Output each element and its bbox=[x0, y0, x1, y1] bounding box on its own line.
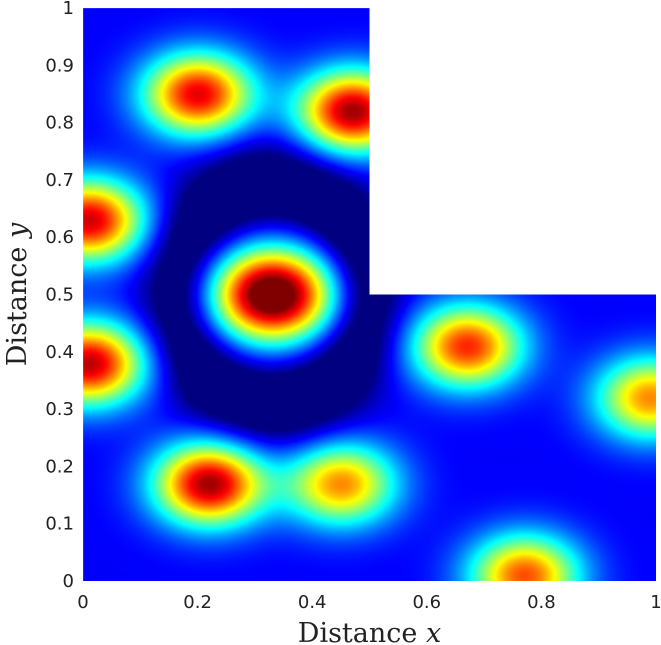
x-axis-ticks: 0 0.2 0.4 0.6 0.8 1 bbox=[77, 592, 661, 613]
y-axis-ticks: 0 0.1 0.2 0.3 0.4 0.5 0.6 0.7 0.8 0.9 1 bbox=[45, 0, 74, 592]
y-tick-label: 0.8 bbox=[45, 113, 74, 134]
y-tick-label: 0.5 bbox=[45, 285, 74, 306]
y-tick-label: 0.4 bbox=[45, 342, 74, 363]
y-tick-label: 0.2 bbox=[45, 456, 74, 477]
x-tick-label: 0.4 bbox=[298, 592, 327, 613]
x-tick-label: 0 bbox=[77, 592, 88, 613]
x-tick-label: 0.6 bbox=[412, 592, 441, 613]
x-tick-label: 0.2 bbox=[183, 592, 212, 613]
y-tick-label: 0.3 bbox=[45, 399, 74, 420]
y-tick-label: 0.1 bbox=[45, 514, 74, 535]
y-axis-label: Distance y bbox=[2, 222, 33, 366]
y-tick-label: 0 bbox=[63, 571, 74, 592]
y-tick-label: 0.6 bbox=[45, 227, 74, 248]
x-tick-label: 1 bbox=[650, 592, 661, 613]
y-tick-label: 0.7 bbox=[45, 170, 74, 191]
y-tick-label: 1 bbox=[63, 0, 74, 19]
x-axis-label: Distance x bbox=[298, 618, 441, 645]
y-tick-label: 0.9 bbox=[45, 55, 74, 76]
x-tick-label: 0.8 bbox=[527, 592, 556, 613]
